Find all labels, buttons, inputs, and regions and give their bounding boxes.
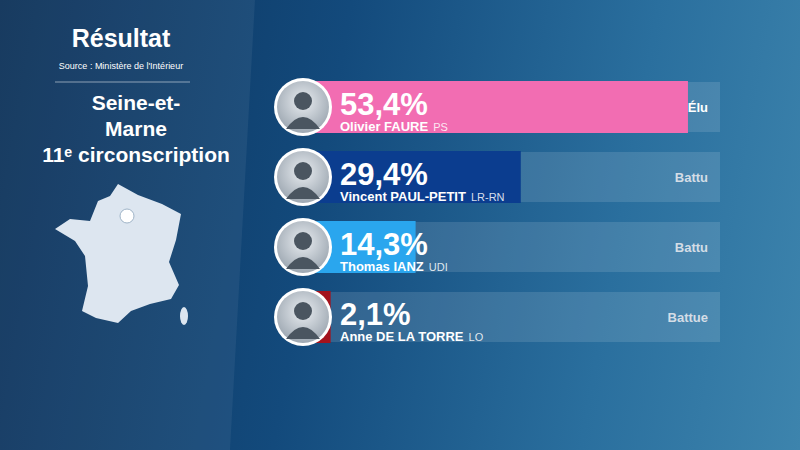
portrait-head <box>294 232 312 250</box>
map-france <box>55 184 181 323</box>
portrait <box>277 81 329 133</box>
portrait-body <box>286 187 320 199</box>
left-panel <box>0 0 255 450</box>
party: PS <box>433 121 448 133</box>
party: LO <box>469 331 484 343</box>
location: 11ᵉ circonscription <box>42 143 230 166</box>
status: Battu <box>675 240 708 255</box>
subtitle: Source : Ministère de l'Intérieur <box>59 61 183 71</box>
value-label: 29,4% <box>340 157 428 192</box>
portrait-body <box>286 257 320 269</box>
portrait <box>277 291 329 343</box>
status: Battue <box>668 310 708 325</box>
party: LR-RN <box>471 191 505 203</box>
portrait <box>277 221 329 273</box>
location: Seine-et- <box>92 91 181 114</box>
portrait-ring <box>274 148 332 206</box>
candidate: Vincent PAUL-PETIT LR-RN <box>340 189 505 204</box>
candidate: Anne DE LA TORRE LO <box>340 329 484 344</box>
portrait-ring <box>274 218 332 276</box>
candidate: Thomas IANZ UDI <box>340 259 448 274</box>
map-region <box>120 209 134 223</box>
portrait <box>277 151 329 203</box>
candidate: Olivier FAURE PS <box>340 119 448 134</box>
candidate-name: Vincent PAUL-PETIT <box>340 189 466 204</box>
bar <box>316 151 521 203</box>
separator <box>55 82 190 83</box>
bars <box>316 81 688 343</box>
map-corsica <box>180 307 188 325</box>
party: UDI <box>429 261 448 273</box>
portrait-ring <box>274 288 332 346</box>
chart: Résultat Source : Ministère de l'Intérieu… <box>0 0 800 450</box>
status: Élu <box>688 100 708 115</box>
candidate-name: Anne DE LA TORRE <box>340 329 464 344</box>
bar <box>316 81 688 133</box>
portrait-body <box>286 327 320 339</box>
location: Marne <box>105 117 167 140</box>
portrait-head <box>294 92 312 110</box>
value-label: 2,1% <box>340 297 411 332</box>
portrait-head <box>294 302 312 320</box>
portrait-body <box>286 117 320 129</box>
candidate-name: Olivier FAURE <box>340 119 428 134</box>
candidate-name: Thomas IANZ <box>340 259 424 274</box>
portrait-head <box>294 162 312 180</box>
value-label: 14,3% <box>340 227 428 262</box>
status: Battu <box>675 170 708 185</box>
portrait-ring <box>274 78 332 136</box>
title: Résultat <box>72 24 171 52</box>
value-label: 53,4% <box>340 87 428 122</box>
